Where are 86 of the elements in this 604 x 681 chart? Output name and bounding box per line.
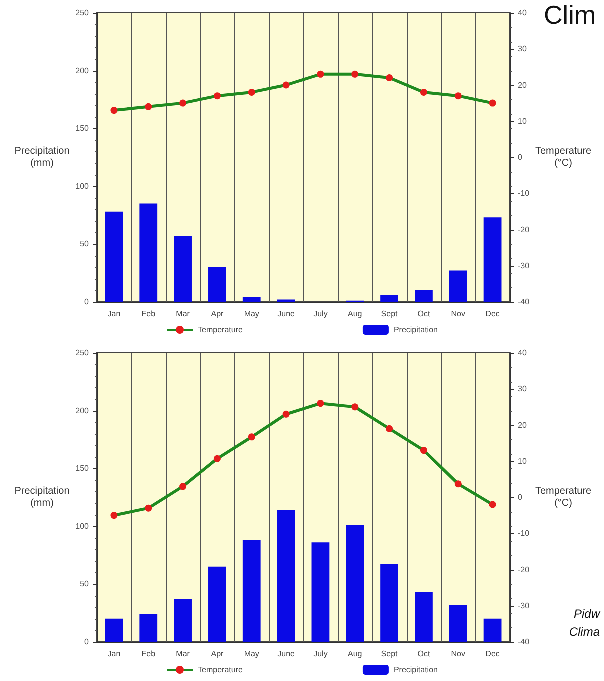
bar xyxy=(140,204,158,302)
y-tick-label: 250 xyxy=(76,348,90,358)
y-tick-label: 200 xyxy=(76,66,90,76)
bar xyxy=(105,618,124,642)
x-tick-label: June xyxy=(278,650,296,658)
x-tick-label: Dec xyxy=(486,650,500,658)
y2-tick-label: 30 xyxy=(518,384,528,394)
y2-tick-label: 0 xyxy=(518,493,523,502)
bar xyxy=(415,290,433,302)
y2-tick-label: 0 xyxy=(518,153,523,162)
bar xyxy=(174,599,192,642)
x-tick-label: May xyxy=(244,650,260,658)
y2-tick-label: -40 xyxy=(518,298,530,306)
x-tick-label: Dec xyxy=(486,310,500,318)
y2-tick-label: -20 xyxy=(518,565,530,574)
bar xyxy=(380,564,398,642)
x-tick-label: Mar xyxy=(176,310,190,318)
x-tick-label: Jan xyxy=(108,310,121,318)
legend-label: Precipitation xyxy=(394,326,438,334)
x-tick-label: Oct xyxy=(418,310,431,318)
y-tick-label: 50 xyxy=(80,240,90,249)
bar xyxy=(449,605,468,642)
y2-tick-label: -10 xyxy=(518,529,530,538)
x-tick-label: Apr xyxy=(211,310,224,318)
y2-tick-label: -30 xyxy=(518,601,530,610)
x-tick-label: Jan xyxy=(108,650,121,658)
y2-tick-label: 20 xyxy=(518,80,528,90)
bar xyxy=(105,212,124,302)
x-tick-label: Aug xyxy=(348,650,362,658)
y2-tick-label: 10 xyxy=(518,116,528,126)
text: Clima xyxy=(569,625,600,639)
bar xyxy=(140,614,158,642)
x-tick-label: July xyxy=(314,310,328,318)
y-tick-label: 200 xyxy=(76,406,90,416)
x-tick-label: Mar xyxy=(176,650,190,658)
x-tick-label: July xyxy=(314,650,328,658)
y2-tick-label: -10 xyxy=(518,189,530,198)
x-tick-label: Feb xyxy=(142,650,156,658)
x-tick-label: Nov xyxy=(451,650,466,658)
x-tick-label: Sept xyxy=(381,310,399,318)
bar xyxy=(449,270,468,302)
y2-tick-label: 10 xyxy=(518,456,528,466)
bar xyxy=(208,267,226,302)
y2-tick-label: 40 xyxy=(518,8,528,18)
y2-tick-label: 20 xyxy=(518,420,528,430)
y-tick-label: 150 xyxy=(76,124,90,134)
x-tick-label: May xyxy=(244,310,260,318)
y2-tick-label: 30 xyxy=(518,44,528,54)
x-tick-label: Nov xyxy=(451,310,466,318)
y-tick-label: 250 xyxy=(76,8,90,18)
bar xyxy=(208,566,226,642)
bar xyxy=(242,540,261,642)
bar xyxy=(484,618,502,642)
bar xyxy=(174,236,192,302)
y-axis-title: Precipitation (mm) xyxy=(14,146,70,169)
bar xyxy=(242,297,261,302)
legend-label: Temperature xyxy=(198,666,244,674)
text: Pidw xyxy=(574,607,602,621)
y2-axis-title: Temperature (°C) xyxy=(535,486,592,509)
y2-tick-label: -40 xyxy=(518,638,530,646)
bar xyxy=(312,542,330,642)
y-tick-label: 50 xyxy=(80,580,90,589)
x-tick-label: Aug xyxy=(348,310,362,318)
x-tick-label: Apr xyxy=(211,650,224,658)
text: Clim xyxy=(544,0,596,30)
y-tick-label: 150 xyxy=(76,464,90,474)
x-tick-label: June xyxy=(278,310,296,318)
y2-tick-label: -20 xyxy=(518,225,530,234)
legend-label: Precipitation xyxy=(394,666,438,674)
y-tick-label: 0 xyxy=(84,298,90,306)
y2-axis-title: Temperature (°C) xyxy=(535,146,592,169)
y2-tick-label: -30 xyxy=(518,261,530,270)
bar xyxy=(484,218,502,302)
bar xyxy=(346,525,364,642)
bar xyxy=(277,510,296,642)
y-tick-label: 0 xyxy=(84,638,90,646)
y-tick-label: 100 xyxy=(76,522,90,531)
x-tick-label: Sept xyxy=(381,650,399,658)
x-tick-label: Feb xyxy=(142,310,156,318)
x-tick-label: Oct xyxy=(418,650,431,658)
y-tick-label: 100 xyxy=(76,182,90,191)
bar xyxy=(380,295,398,302)
y-axis-title: Precipitation (mm) xyxy=(14,486,70,509)
legend-label: Temperature xyxy=(198,326,244,334)
bar xyxy=(415,592,433,642)
y2-tick-label: 40 xyxy=(518,348,528,358)
